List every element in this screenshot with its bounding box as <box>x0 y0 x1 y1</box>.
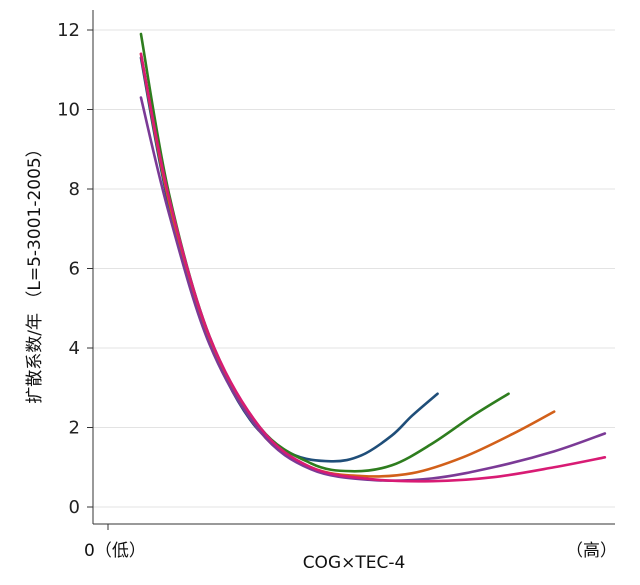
y-tick-label: 0 <box>69 497 80 518</box>
grid-lines <box>93 29 615 508</box>
y-tick-label: 6 <box>69 259 80 280</box>
y-tick-label: 10 <box>57 100 80 121</box>
y-tick-label: 8 <box>69 179 80 200</box>
series-line-2 <box>139 32 510 473</box>
y-tick-label: 12 <box>57 20 80 41</box>
x-axis-label: COG×TEC-4 <box>303 553 406 573</box>
y-tick-label: 2 <box>69 418 80 439</box>
series-line-5 <box>139 52 607 483</box>
series-line-4 <box>139 96 607 482</box>
x-tick-label-high: （高） <box>566 541 617 561</box>
y-tick-label: 4 <box>69 338 80 359</box>
y-axis-label: 扩散系数/年 （L=5-3001-2005） <box>25 140 45 403</box>
y-axis-ticks: 0 2 4 6 8 10 12 <box>57 20 93 518</box>
x-tick-label-low: 0（低） <box>84 541 146 561</box>
series-lines <box>139 32 607 483</box>
series-line-3 <box>139 52 556 478</box>
